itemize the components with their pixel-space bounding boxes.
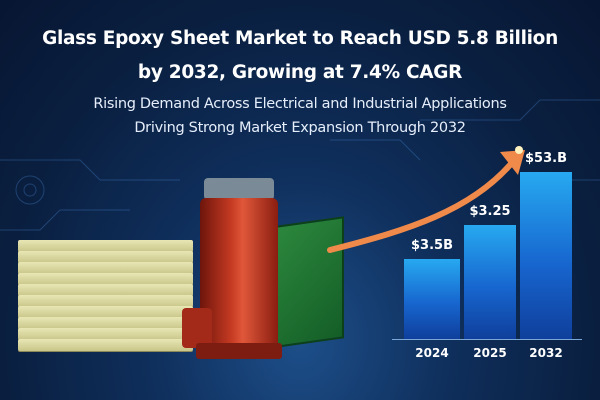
epoxy-sheet bbox=[18, 273, 193, 285]
x-tick-label: 2024 bbox=[415, 346, 449, 360]
epoxy-sheet bbox=[18, 306, 193, 318]
bar-2024 bbox=[404, 258, 460, 339]
epoxy-sheet bbox=[18, 328, 193, 340]
epoxy-sheet bbox=[18, 317, 193, 329]
bar-2025 bbox=[464, 224, 516, 339]
epoxy-sheet bbox=[18, 240, 193, 252]
subheadline-line-1: Rising Demand Across Electrical and Indu… bbox=[93, 96, 507, 112]
epoxy-sheet bbox=[18, 284, 193, 296]
headline-line-1: Glass Epoxy Sheet Market to Reach USD 5.… bbox=[42, 28, 558, 49]
epoxy-sheet bbox=[18, 251, 193, 263]
x-tick-label: 2032 bbox=[529, 346, 563, 360]
subheadline-line-2: Driving Strong Market Expansion Through … bbox=[134, 120, 466, 136]
data-label: $3.5B bbox=[411, 237, 453, 253]
epoxy-sheet bbox=[18, 339, 193, 351]
epoxy-sheet bbox=[18, 262, 193, 274]
data-label: $53.B bbox=[525, 151, 567, 166]
headline-line-2: by 2032, Growing at 7.4% CAGR bbox=[137, 62, 463, 83]
transformer bbox=[182, 178, 282, 368]
bar-2032 bbox=[520, 172, 572, 339]
chart-baseline bbox=[392, 339, 582, 340]
epoxy-sheet bbox=[18, 295, 193, 307]
x-tick-label: 2025 bbox=[473, 346, 507, 360]
data-label: $3.25 bbox=[469, 203, 511, 219]
